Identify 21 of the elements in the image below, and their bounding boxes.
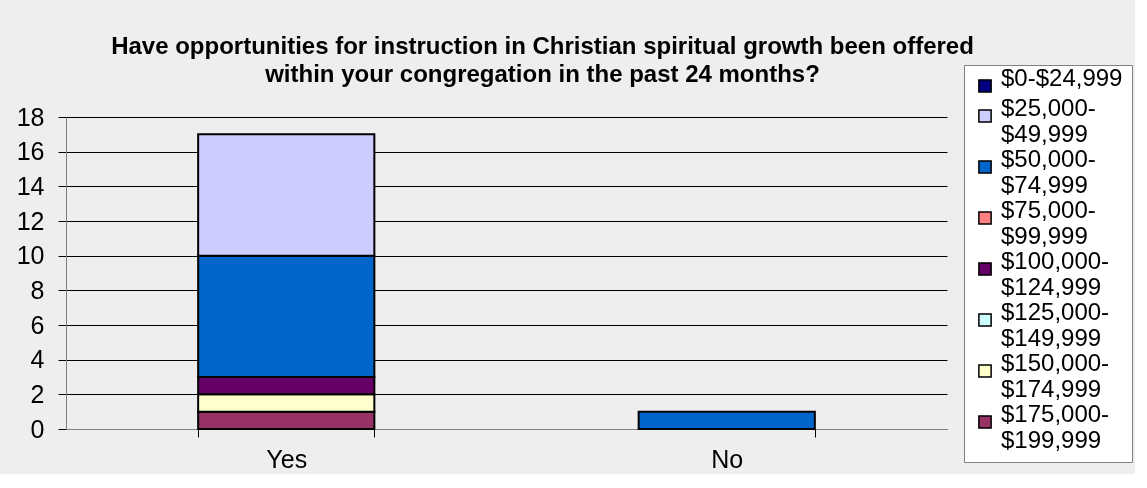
legend-label: $150,000-$174,999 <box>1001 349 1110 402</box>
y-tick-label: 0 <box>30 414 45 443</box>
y-tick-label: 6 <box>30 310 45 339</box>
y-tick-label: 2 <box>30 379 45 408</box>
legend-label: $75,000-$99,999 <box>1001 196 1096 249</box>
legend-label: $100,000-$124,999 <box>1001 247 1110 300</box>
y-tick-label: 10 <box>16 241 45 270</box>
y-tick-label: 18 <box>16 102 45 131</box>
y-tick-label: 12 <box>16 206 45 235</box>
y-tick-label: 14 <box>16 171 45 200</box>
legend-label: $125,000-$149,999 <box>1001 298 1110 351</box>
x-tick-label: No <box>711 444 744 473</box>
y-tick-label: 8 <box>30 275 45 304</box>
x-tick-label: Yes <box>266 444 308 473</box>
y-tick-label: 16 <box>16 137 45 166</box>
legend-label: $175,000-$199,999 <box>1001 400 1110 453</box>
legend-label: $0-$24,999 <box>1001 64 1123 91</box>
legend-label: $50,000-$74,999 <box>1001 145 1096 198</box>
chart-title: Have opportunities for instruction in Christian spiritual growth been offered within your congregation in the past 24 months? <box>111 31 974 87</box>
y-tick-label: 4 <box>30 345 45 374</box>
legend-label: $25,000-$49,999 <box>1001 94 1096 147</box>
